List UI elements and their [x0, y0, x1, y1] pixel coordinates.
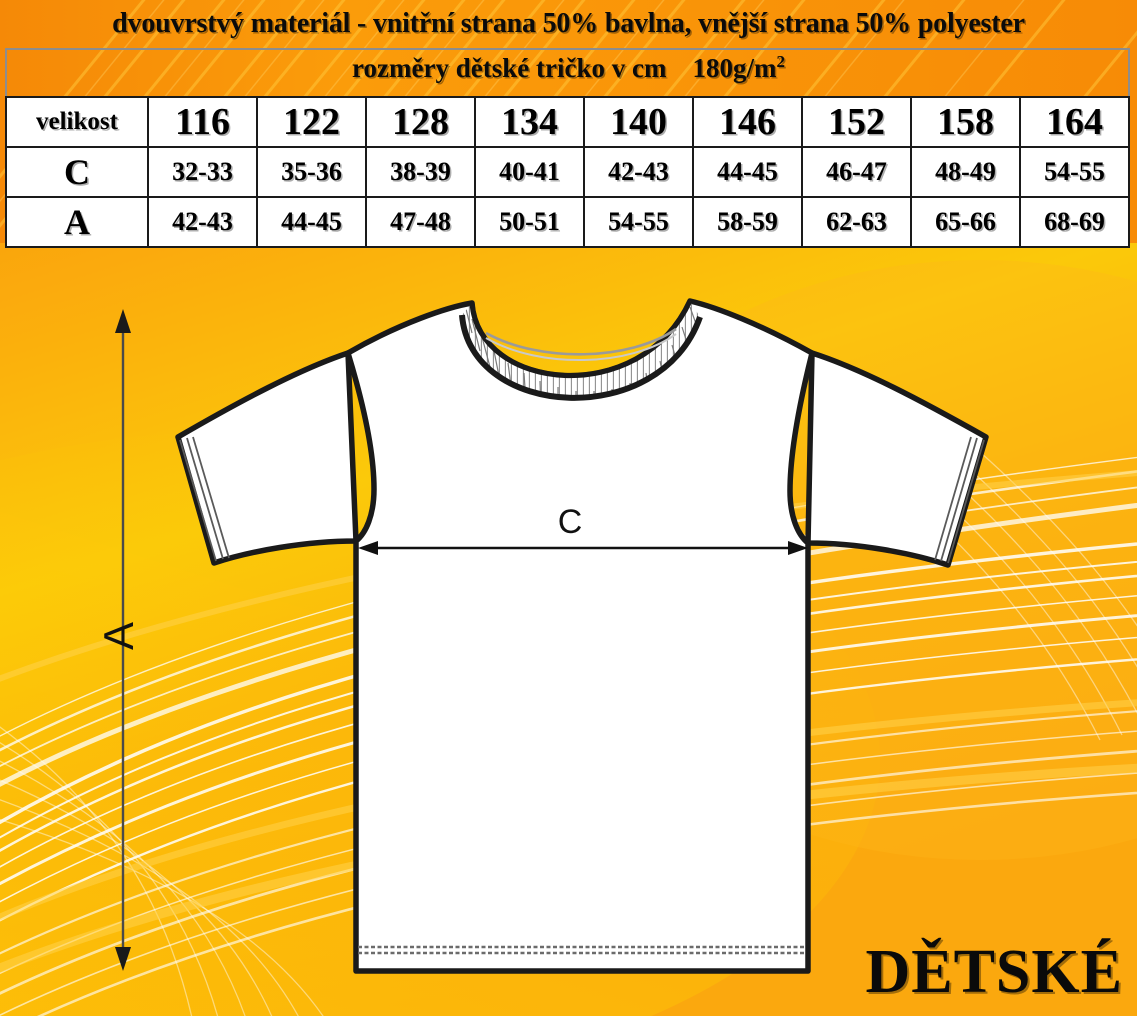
measurement-label-a: A	[5, 196, 149, 248]
measurement-cell: 54-55	[1019, 146, 1130, 198]
size-header-cell: 134	[474, 96, 585, 148]
body-length-arrow	[115, 309, 131, 971]
chart-title: rozměry dětské tričko v cm 180g/m2	[0, 52, 1137, 84]
size-header-cell: 164	[1019, 96, 1130, 148]
measurement-cell: 44-45	[692, 146, 803, 198]
size-header-cell: 146	[692, 96, 803, 148]
measurement-cell: 38-39	[365, 146, 476, 198]
measurement-cell: 40-41	[474, 146, 585, 198]
size-header-cell: 122	[256, 96, 367, 148]
chest-measure-label: C	[557, 503, 583, 541]
measurement-cell: 35-36	[256, 146, 367, 198]
category-label: DĚTSKÉ	[865, 938, 1123, 1006]
size-header-cell: 158	[910, 96, 1021, 148]
hem-stitching	[358, 945, 806, 955]
collar-ribbing	[459, 299, 703, 401]
table-corner-label: velikost	[5, 96, 149, 148]
size-header-cell: 116	[147, 96, 258, 148]
measurement-cell: 46-47	[801, 146, 912, 198]
measurement-cell: 32-33	[147, 146, 258, 198]
tshirt-technical-drawing	[115, 298, 989, 974]
chest-width-arrow	[358, 541, 808, 555]
measurement-cell: 65-66	[910, 196, 1021, 248]
fabric-weight-exponent: 2	[776, 52, 785, 71]
header: dvouvrstvý materiál - vnitřní strana 50%…	[0, 0, 1137, 96]
measurement-cell: 42-43	[147, 196, 258, 248]
measurement-cell: 58-59	[692, 196, 803, 248]
material-description: dvouvrstvý materiál - vnitřní strana 50%…	[112, 8, 1025, 39]
table-header-row: velikost 116 122 128 134 140 146 152 158…	[5, 96, 1130, 148]
measurement-cell: 68-69	[1019, 196, 1130, 248]
table-row: A 42-43 44-45 47-48 50-51 54-55 58-59 62…	[5, 196, 1130, 248]
size-header-cell: 140	[583, 96, 694, 148]
measurement-cell: 47-48	[365, 196, 476, 248]
measurement-cell: 50-51	[474, 196, 585, 248]
size-chart-table: velikost 116 122 128 134 140 146 152 158…	[5, 96, 1130, 248]
measurement-label-c: C	[5, 146, 149, 198]
size-header-cell: 152	[801, 96, 912, 148]
table-row: C 32-33 35-36 38-39 40-41 42-43 44-45 46…	[5, 146, 1130, 198]
measurement-cell: 62-63	[801, 196, 912, 248]
tshirt-body	[175, 298, 989, 974]
tshirt-diagram	[0, 241, 1137, 1016]
measurement-cell: 44-45	[256, 196, 367, 248]
sleeve-cuff-stitching	[179, 436, 985, 564]
size-header-cell: 128	[365, 96, 476, 148]
measurement-cell: 54-55	[583, 196, 694, 248]
measurement-cell: 48-49	[910, 146, 1021, 198]
length-measure-label: A	[95, 621, 143, 651]
measurement-cell: 42-43	[583, 146, 694, 198]
chart-title-text: rozměry dětské tričko v cm	[352, 53, 667, 83]
fabric-weight: 180g/m	[692, 53, 777, 83]
